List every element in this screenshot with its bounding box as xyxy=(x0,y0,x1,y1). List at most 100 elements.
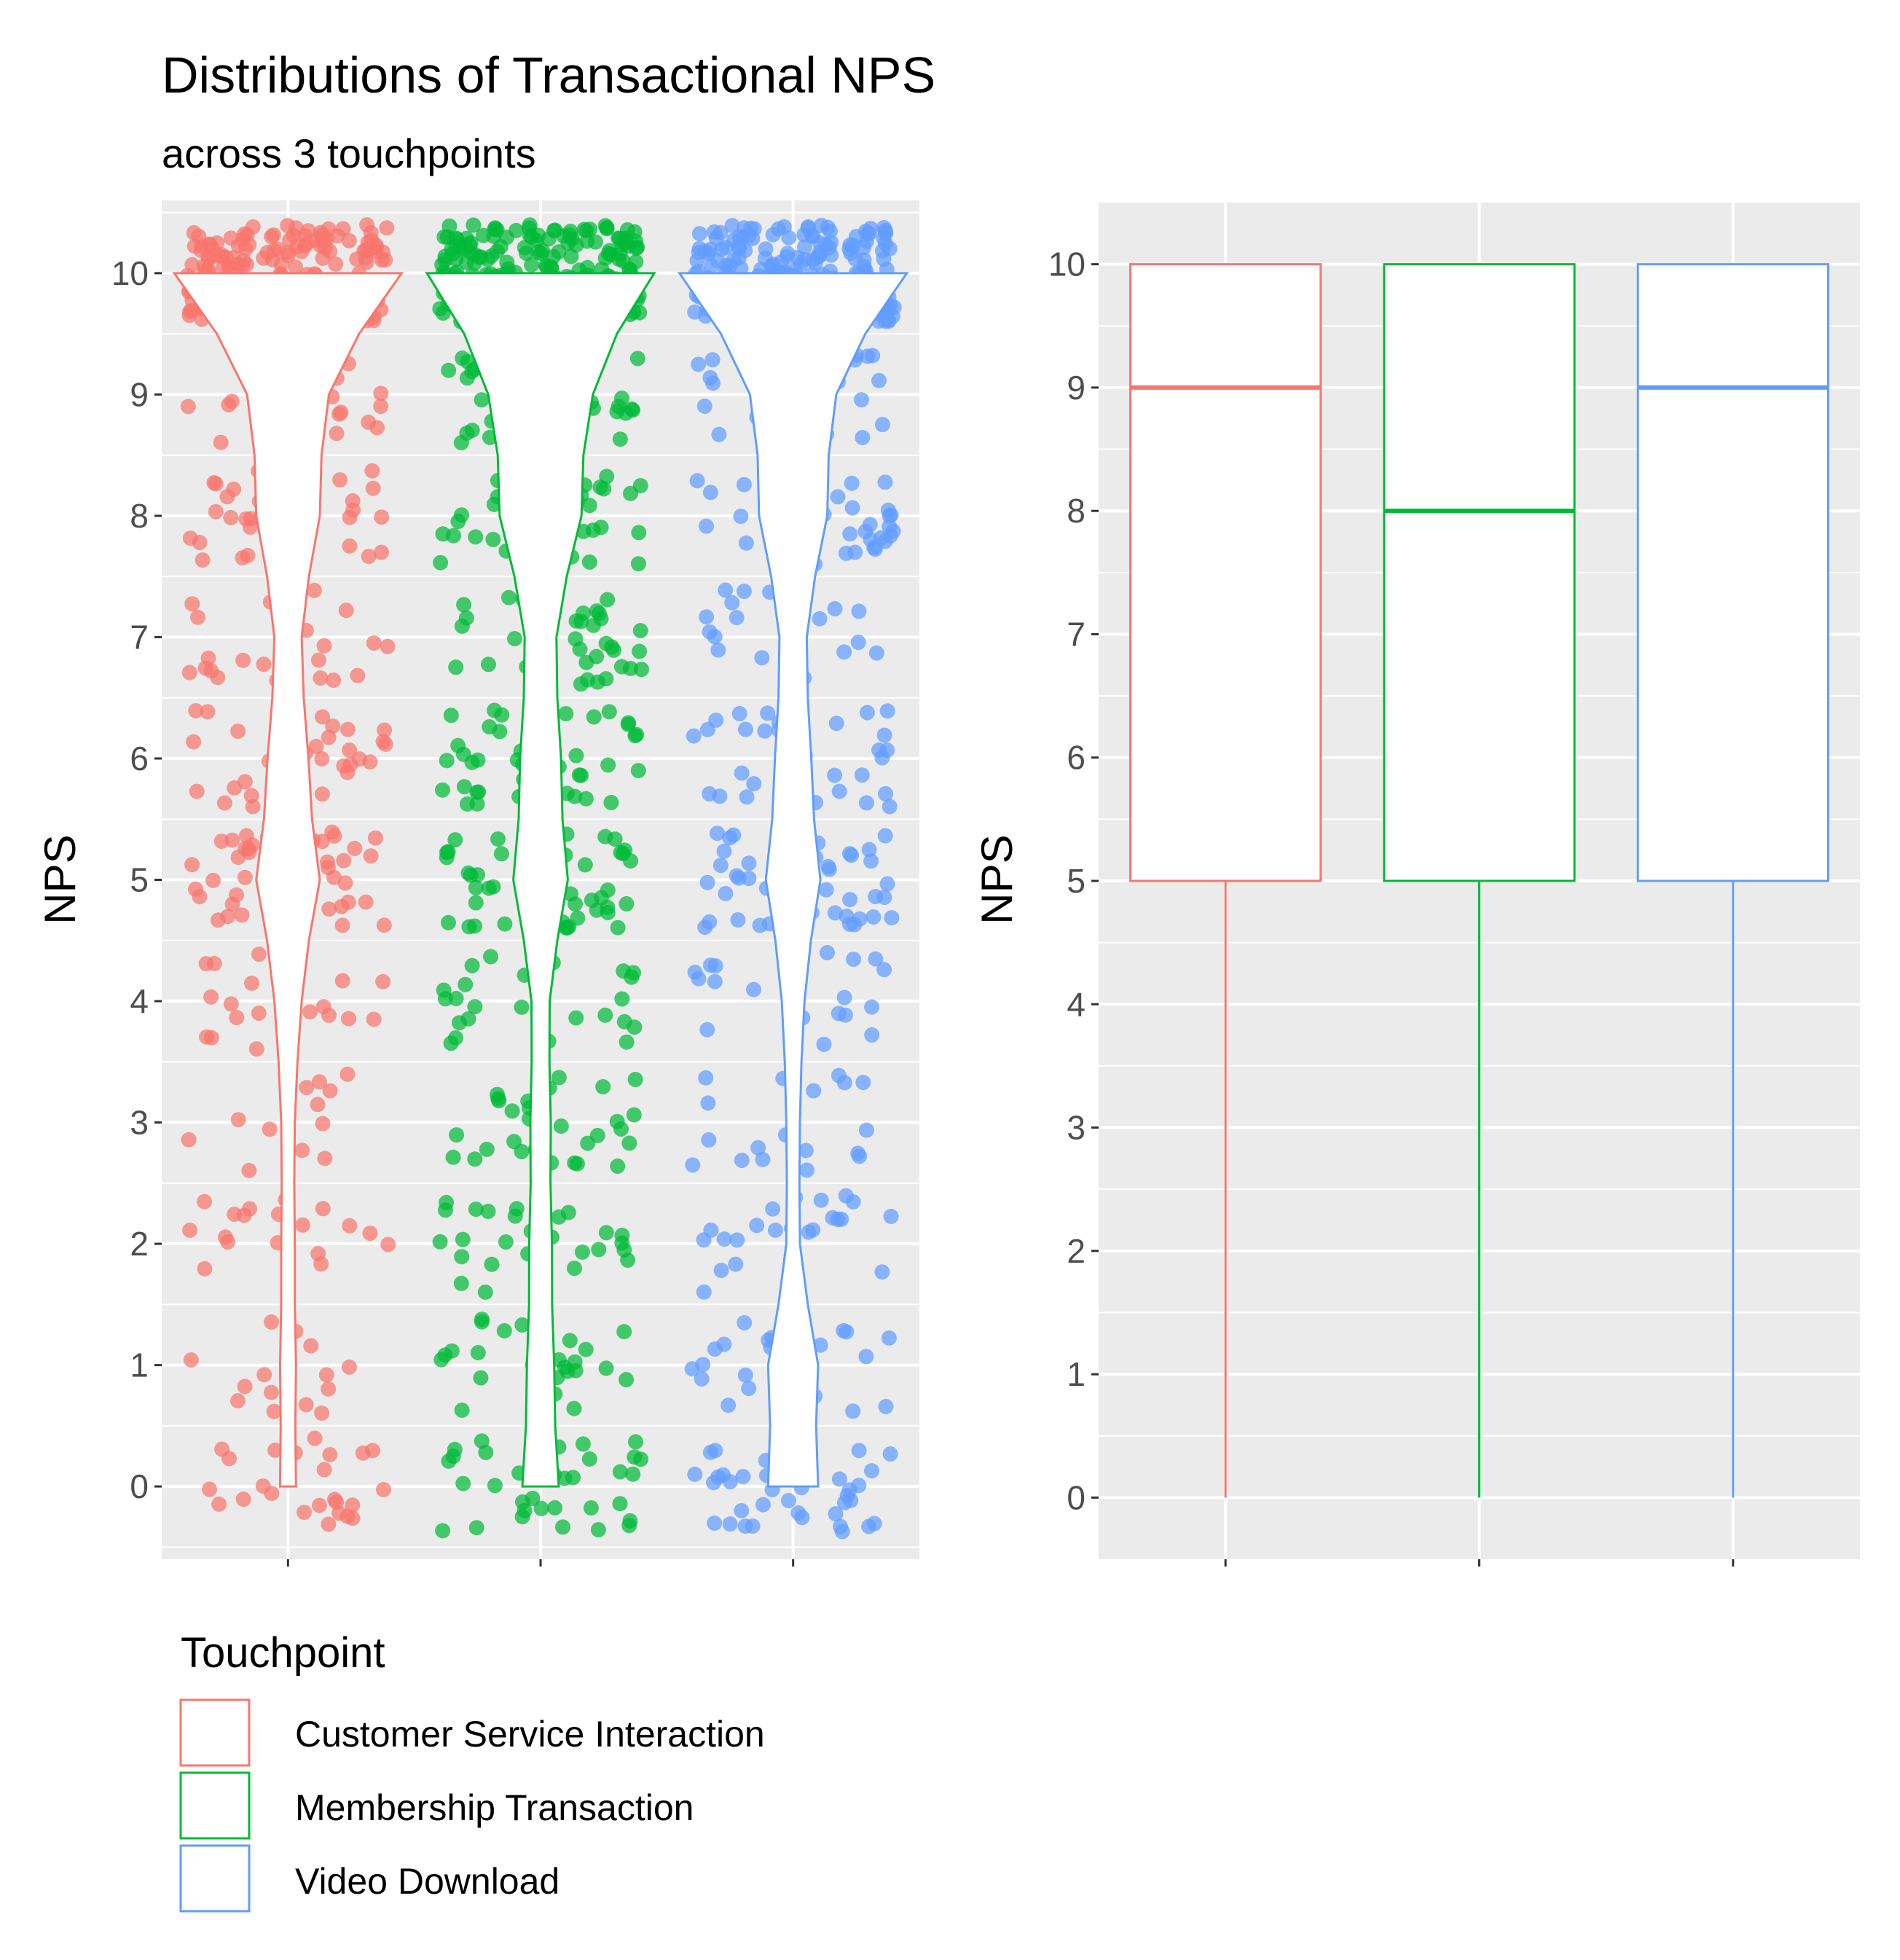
data-point xyxy=(266,1403,282,1419)
data-point xyxy=(632,478,648,494)
data-point xyxy=(729,610,745,626)
data-point xyxy=(877,828,893,844)
y-axis-left: 0 1 2 3 4 5 6 7 8 9 10 xyxy=(111,254,162,1505)
data-point xyxy=(433,1352,450,1368)
data-point xyxy=(881,1330,897,1346)
data-point xyxy=(306,582,322,598)
data-point xyxy=(298,1397,314,1413)
data-point xyxy=(838,1188,854,1204)
data-point xyxy=(813,1192,829,1208)
data-point xyxy=(251,946,267,963)
data-point xyxy=(568,1010,584,1026)
data-point xyxy=(828,716,844,732)
data-point xyxy=(334,898,350,914)
data-point xyxy=(704,352,721,368)
data-point xyxy=(702,957,718,973)
data-point xyxy=(192,535,208,550)
y-tick-label: 4 xyxy=(130,982,149,1020)
data-point xyxy=(225,250,241,266)
data-point xyxy=(862,517,878,533)
data-point xyxy=(264,1314,280,1330)
data-point xyxy=(755,1151,771,1167)
data-point xyxy=(711,426,727,442)
data-point xyxy=(555,1519,570,1535)
data-point xyxy=(616,1242,632,1258)
data-point xyxy=(230,1112,246,1128)
data-point xyxy=(341,1011,356,1027)
data-point xyxy=(741,871,757,886)
data-point xyxy=(567,788,583,804)
data-point xyxy=(459,425,475,441)
data-point xyxy=(765,1201,781,1217)
data-point xyxy=(855,1075,871,1091)
jitter-violin-panel: 0 1 2 3 4 5 6 7 8 9 10 NPS xyxy=(36,200,919,1567)
x-axis-right xyxy=(1224,1559,1735,1567)
data-point xyxy=(589,648,605,665)
data-point xyxy=(439,1194,455,1210)
data-point xyxy=(805,1222,821,1238)
data-point xyxy=(730,912,746,928)
data-point xyxy=(450,737,466,753)
data-point xyxy=(557,1470,573,1486)
data-point xyxy=(736,584,752,599)
data-point xyxy=(561,919,577,935)
data-point xyxy=(741,1381,757,1396)
data-point xyxy=(871,372,887,388)
data-point xyxy=(336,852,352,869)
data-point xyxy=(339,764,356,780)
data-point xyxy=(192,889,208,905)
data-point xyxy=(710,826,726,842)
data-point xyxy=(184,596,200,612)
data-point xyxy=(347,840,363,856)
data-point xyxy=(612,1464,628,1480)
data-point xyxy=(601,704,617,720)
data-point xyxy=(836,644,852,660)
data-point xyxy=(379,220,395,236)
legend-label: Membership Transaction xyxy=(295,1787,694,1828)
data-point xyxy=(266,227,281,243)
data-point xyxy=(458,610,474,626)
legend-item-video-download: Video Download xyxy=(179,1844,560,1913)
data-point xyxy=(598,1360,614,1376)
data-point xyxy=(736,477,752,493)
x-axis-left xyxy=(286,1559,795,1567)
data-point xyxy=(707,973,723,989)
data-point xyxy=(311,1497,327,1513)
data-point xyxy=(303,1338,319,1354)
data-point xyxy=(745,230,761,246)
data-point xyxy=(485,879,501,895)
data-point xyxy=(196,258,212,274)
data-point xyxy=(345,1510,361,1526)
data-point xyxy=(221,1451,238,1467)
data-point xyxy=(634,662,649,678)
data-point xyxy=(181,1132,197,1148)
data-point xyxy=(589,674,605,690)
data-point xyxy=(578,1341,594,1357)
data-point xyxy=(448,1030,463,1046)
data-point xyxy=(458,976,474,992)
box xyxy=(1383,263,1576,882)
data-point xyxy=(342,538,358,554)
data-point xyxy=(880,502,896,518)
data-point xyxy=(577,857,593,873)
data-point xyxy=(467,1151,483,1167)
data-point xyxy=(437,248,453,264)
data-point xyxy=(610,920,626,936)
data-point xyxy=(480,1204,496,1219)
data-point xyxy=(321,1516,337,1532)
data-point xyxy=(464,754,480,770)
data-point xyxy=(294,1217,310,1233)
data-point xyxy=(697,243,713,259)
data-point xyxy=(237,774,253,790)
data-point xyxy=(613,659,629,675)
data-point xyxy=(684,1361,700,1377)
data-point xyxy=(755,1497,771,1513)
data-point xyxy=(866,539,882,555)
data-point xyxy=(877,474,893,490)
chart-title: Distributions of Transactional NPS xyxy=(162,47,935,103)
data-point xyxy=(235,1491,251,1508)
data-point xyxy=(836,1322,852,1338)
data-point xyxy=(501,589,517,605)
data-point xyxy=(854,767,870,783)
data-point xyxy=(562,1333,578,1349)
